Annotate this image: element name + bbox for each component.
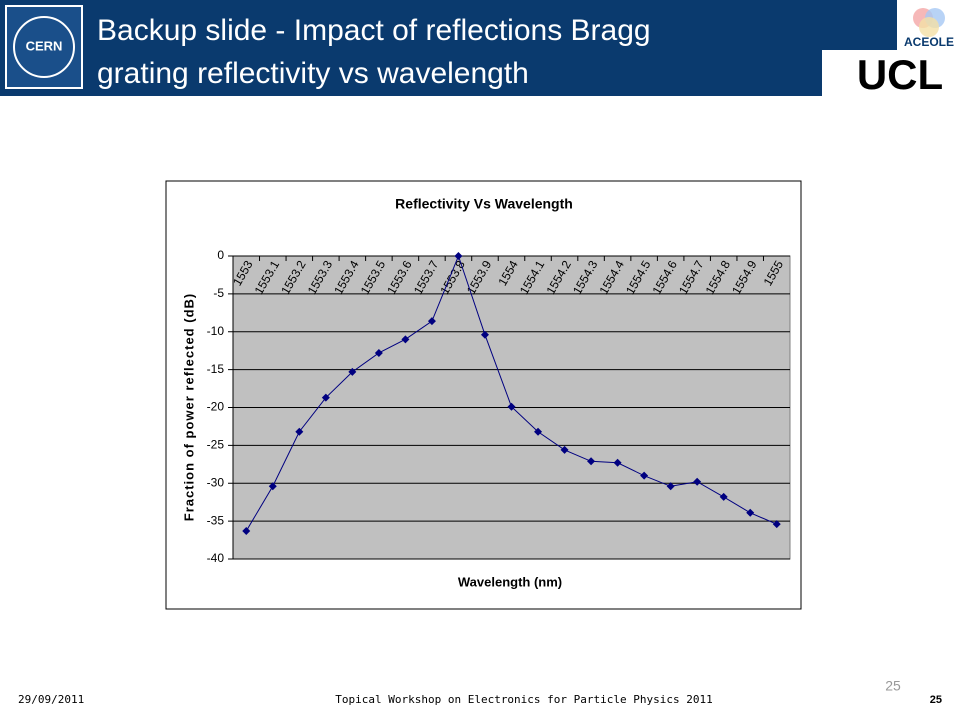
x-axis-title: Wavelength (nm) xyxy=(458,574,562,589)
data-point xyxy=(746,508,755,517)
data-point xyxy=(401,335,410,344)
cern-logo xyxy=(5,5,83,89)
footer-event: Topical Workshop on Electronics for Part… xyxy=(335,693,713,706)
ucl-logo xyxy=(822,50,960,96)
ucl-logo-text: UCL xyxy=(857,51,943,98)
data-point xyxy=(693,477,702,486)
footer-date: 29/09/2011 xyxy=(18,693,84,706)
aceole-circle xyxy=(919,17,939,37)
cern-logo-text: CERN xyxy=(26,38,63,53)
data-point xyxy=(374,348,383,357)
header-bar xyxy=(0,0,960,96)
y-tick-label: -25 xyxy=(207,438,225,452)
data-point xyxy=(348,367,357,376)
slide-title: grating reflectivity vs wavelength xyxy=(97,57,529,90)
data-point xyxy=(295,427,304,436)
data-point xyxy=(560,445,569,454)
data-point xyxy=(268,482,277,491)
y-tick-label: -15 xyxy=(207,362,225,376)
chart-title: Reflectivity Vs Wavelength xyxy=(395,196,573,212)
y-tick-label: -5 xyxy=(213,286,224,300)
data-point xyxy=(534,427,543,436)
data-point xyxy=(242,526,251,535)
y-axis-title: Fraction of power reflected (dB) xyxy=(181,293,196,521)
y-tick-label: -10 xyxy=(207,324,225,338)
slide-number: 25 xyxy=(885,678,901,694)
data-point xyxy=(321,393,330,402)
slide-title: Backup slide - Impact of reflections Bra… xyxy=(97,14,651,47)
footer-page: 25 xyxy=(930,694,942,706)
y-tick-label: -30 xyxy=(207,475,225,489)
data-point xyxy=(719,492,728,501)
cern-logo-ring xyxy=(13,16,75,78)
data-point xyxy=(666,482,675,491)
y-tick-label: -40 xyxy=(207,551,225,565)
data-point xyxy=(640,471,649,480)
y-tick-label: -35 xyxy=(207,513,225,527)
data-point xyxy=(480,330,489,339)
data-point xyxy=(427,317,436,326)
y-tick-label: 0 xyxy=(217,248,224,262)
y-tick-label: -20 xyxy=(207,400,225,414)
data-point xyxy=(613,458,622,467)
data-point xyxy=(454,252,463,260)
data-point xyxy=(587,457,596,466)
data-point xyxy=(507,402,516,411)
aceole-logo-text: ACEOLE xyxy=(904,35,954,49)
data-point xyxy=(772,520,781,529)
